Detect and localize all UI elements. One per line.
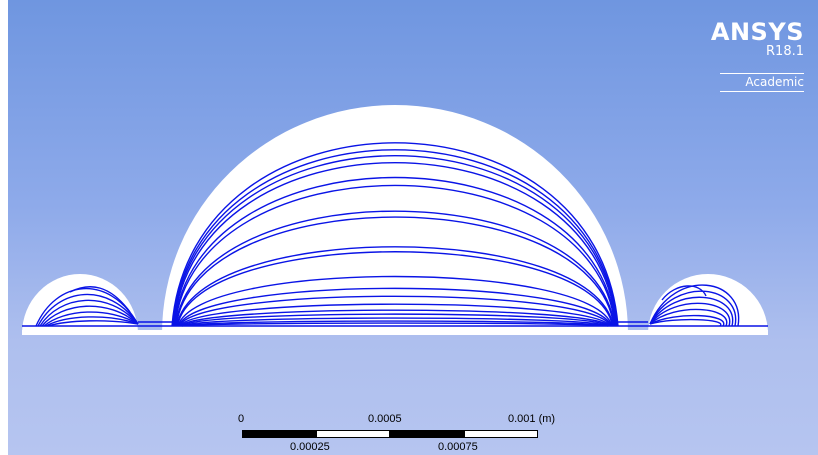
right-bubble-streamline	[649, 296, 734, 327]
left-bubble-streamline	[47, 320, 139, 327]
center-streamline	[181, 322, 609, 327]
left-bubble-streamline	[39, 299, 139, 327]
center-streamline	[177, 287, 613, 327]
streamlines-group	[22, 142, 768, 327]
left-bubble-streamline	[41, 305, 139, 327]
left-bubble-streamline	[37, 293, 139, 327]
right-bubble-streamline	[661, 285, 707, 301]
center-streamline	[181, 320, 609, 327]
viewport-left-border	[0, 0, 8, 455]
right-bubble-streamline	[649, 302, 731, 327]
right-bubble-streamline	[649, 308, 728, 327]
center-streamline	[174, 210, 616, 327]
center-streamline	[180, 313, 610, 327]
center-streamline	[177, 275, 613, 327]
brand-version: R18.1	[766, 44, 804, 59]
center-streamline	[173, 176, 617, 327]
fluid-domain	[22, 105, 768, 335]
right-bubble-streamline	[649, 290, 737, 327]
center-streamline	[171, 149, 619, 327]
right-bubble-streamline	[649, 318, 722, 327]
center-streamline	[176, 246, 614, 327]
center-streamline	[173, 162, 617, 327]
center-streamline	[179, 303, 611, 327]
center-bubble-region	[162, 105, 628, 334]
center-streamline	[176, 251, 614, 327]
right-bubble-streamline	[649, 314, 725, 327]
center-streamline	[178, 295, 612, 327]
center-streamline	[172, 155, 618, 327]
right-bubble-streamline	[649, 284, 740, 327]
left-bubble-streamline	[45, 316, 139, 327]
brand-edition: Academic	[720, 73, 804, 92]
center-streamline	[179, 309, 611, 327]
center-streamline	[174, 184, 616, 327]
ansys-logo: ANSYS R18.1 Academic	[711, 20, 804, 92]
center-streamline	[181, 317, 609, 327]
center-streamline	[175, 216, 615, 327]
left-bubble-streamline	[69, 286, 131, 313]
left-bubble-region	[22, 274, 138, 334]
brand-name: ANSYS	[710, 18, 804, 46]
center-streamline	[171, 142, 619, 327]
left-bubble-streamline	[43, 311, 139, 327]
